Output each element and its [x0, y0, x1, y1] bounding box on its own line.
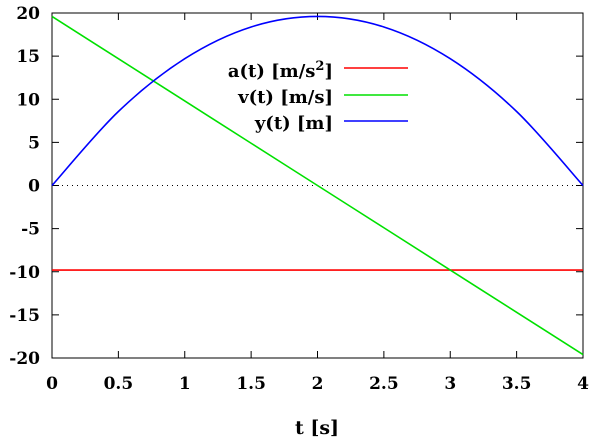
series-position	[51, 15, 584, 187]
y-tick-label: -10	[9, 263, 40, 283]
x-tick-label: 0.5	[104, 374, 134, 394]
x-tick-label: 3.5	[502, 374, 532, 394]
x-tick-label: 3	[444, 374, 456, 394]
y-tick-label: 10	[16, 90, 40, 110]
y-tick-label: 0	[28, 177, 40, 197]
y-tick-label: 5	[28, 133, 40, 153]
y-tick-label: 20	[16, 4, 40, 24]
x-tick-label: 2.5	[369, 374, 399, 394]
legend-label-acceleration: a(t) [m/s2]	[228, 59, 333, 82]
legend-label-velocity: v(t) [m/s]	[237, 87, 333, 108]
y-tick-label: -20	[9, 349, 40, 369]
y-tick-label: -15	[9, 306, 40, 326]
series-velocity	[51, 15, 584, 356]
tick-layer: 0 0.5 1 1.5 2 2.5 3 3.5 4 -20 -15 -10 -5 0 5 10 15 20	[9, 4, 589, 394]
series-layer	[51, 15, 584, 356]
x-axis-label: t [s]	[295, 417, 339, 439]
y-tick-label: -5	[21, 220, 40, 240]
x-tick-label: 4	[577, 374, 589, 394]
x-tick-label: 1.5	[236, 374, 266, 394]
x-tick-label: 1	[179, 374, 191, 394]
y-tick-label: 15	[16, 47, 40, 67]
legend-label-position: y(t) [m]	[254, 113, 333, 134]
legend: a(t) [m/s2] v(t) [m/s] y(t) [m]	[228, 59, 408, 134]
x-tick-label: 0	[46, 374, 58, 394]
x-tick-label: 2	[312, 374, 324, 394]
